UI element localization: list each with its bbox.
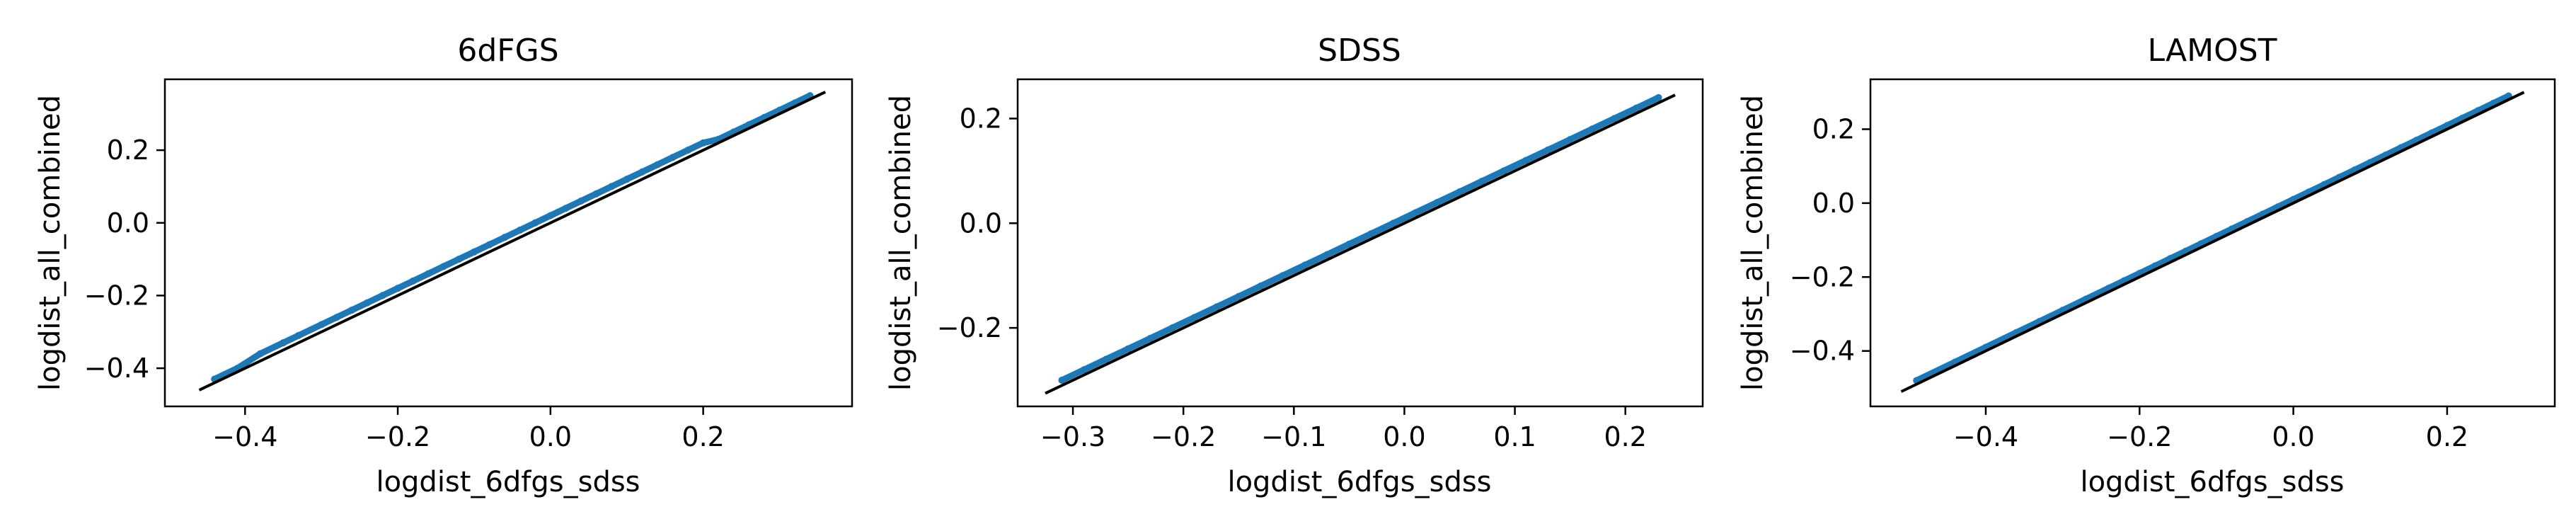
x-tick-label: −0.1	[1261, 421, 1326, 452]
scatter-density-band	[1913, 92, 2512, 384]
x-tick-label: 0.0	[2272, 421, 2314, 452]
plot-area: −0.4 −0.2 0.0 0.2 −0.4 −0.2 0.0 0.2	[1790, 78, 2556, 452]
y-tick-label: −0.2	[84, 280, 149, 311]
y-tick-label: −0.2	[937, 312, 1002, 343]
x-tick-label: −0.2	[2107, 421, 2172, 452]
x-axis-label: logdist_6dfgs_sdss	[1227, 466, 1491, 498]
identity-line	[1045, 93, 1676, 395]
y-tick-label: −0.4	[1790, 336, 1855, 367]
y-tick-label: 0.2	[960, 103, 1002, 134]
panel-title: SDSS	[1318, 33, 1401, 69]
y-axis-label: logdist_all_combined	[885, 95, 917, 391]
y-tick-label: 0.0	[107, 207, 149, 239]
axes-frame	[1016, 78, 1704, 408]
x-tick-label: −0.3	[1040, 421, 1105, 452]
y-tick-label: −0.4	[84, 353, 149, 384]
x-tick-label: −0.2	[365, 421, 430, 452]
scatter-density-band	[211, 92, 814, 382]
y-tick-label: 0.2	[1812, 113, 1855, 144]
x-tick-label: 0.2	[682, 421, 724, 452]
plot-area: −0.4 −0.2 0.0 0.2 −0.4 −0.2 0.0 0.2	[84, 78, 853, 452]
scatter-series	[1058, 93, 1662, 384]
x-tick-label: 0.0	[1383, 421, 1425, 452]
axes-frame	[163, 78, 853, 408]
y-tick-label: 0.2	[107, 135, 149, 166]
panel-6dfgs: 6dFGS −0.4 −0.2 0.0 0.2 −0.4 −0.2 0.0 0.2 logdi…	[34, 33, 853, 498]
x-tick-label: −0.4	[212, 421, 277, 452]
identity-line	[1900, 91, 2525, 393]
panel-title: LAMOST	[2147, 33, 2277, 69]
panel-sdss: SDSS −0.3 −0.2 −0.1 0.0 0.1 0.2 −0.2 0.0 0.2 log…	[885, 33, 1704, 498]
y-tick-label: 0.0	[1812, 188, 1855, 219]
x-tick-label: 0.2	[1604, 421, 1646, 452]
axes-frame	[1869, 78, 2556, 408]
y-tick-label: 0.0	[960, 207, 1002, 239]
y-tick-label: −0.2	[1790, 261, 1855, 292]
x-axis-label: logdist_6dfgs_sdss	[376, 466, 640, 498]
y-axis-label: logdist_all_combined	[1737, 95, 1769, 391]
x-tick-label: −0.2	[1151, 421, 1216, 452]
identity-line	[198, 91, 827, 392]
x-tick-label: 0.0	[529, 421, 572, 452]
scatter-series	[1913, 92, 2512, 384]
panel-title: 6dFGS	[457, 33, 558, 69]
x-tick-label: 0.1	[1493, 421, 1536, 452]
x-tick-label: 0.2	[2426, 421, 2468, 452]
x-axis-label: logdist_6dfgs_sdss	[2080, 466, 2344, 498]
panel-lamost: LAMOST −0.4 −0.2 0.0 0.2 −0.4 −0.2 0.0 0.2 logd…	[1737, 33, 2556, 498]
scatter-series	[211, 92, 814, 383]
plot-area: −0.3 −0.2 −0.1 0.0 0.1 0.2 −0.2 0.0 0.2	[937, 78, 1704, 452]
scatter-density-band	[1058, 94, 1662, 384]
x-tick-label: −0.4	[1953, 421, 2018, 452]
y-axis-label: logdist_all_combined	[34, 95, 67, 391]
